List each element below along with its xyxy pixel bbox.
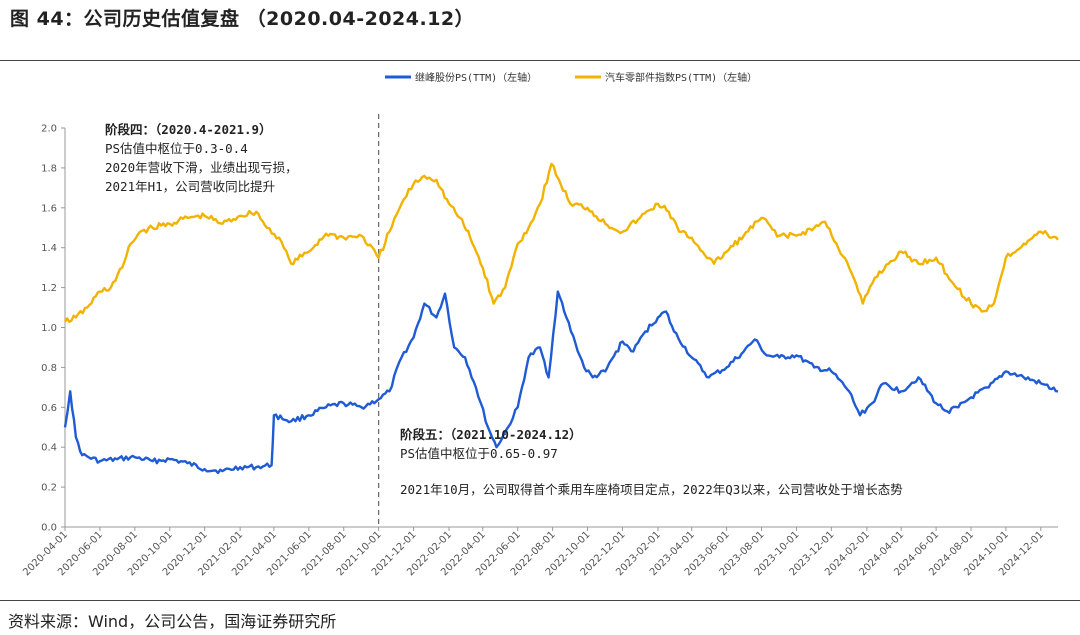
series-line-jifeng: [63, 290, 1059, 475]
annotation-stage5-line: 2021年10月，公司取得首个乘用车座椅项目定点，2022年Q3以来，公司营收处…: [400, 482, 903, 497]
y-tick-label: 1.6: [41, 203, 57, 214]
annotation-stage4-line: 2021年H1，公司营收同比提升: [105, 179, 275, 194]
y-tick-label: 1.0: [41, 323, 57, 334]
y-tick-label: 0.4: [41, 443, 57, 454]
y-tick-label: 1.4: [41, 243, 57, 254]
y-tick-label: 2.0: [41, 124, 57, 135]
series-line-auto-parts-index: [64, 162, 1059, 324]
source-note: 资料来源：Wind，公司公告，国海证券研究所: [8, 612, 337, 631]
y-tick-label: 0.8: [41, 363, 57, 374]
legend-label: 汽车零部件指数PS(TTM)（左轴）: [605, 71, 757, 84]
y-tick-label: 0.6: [41, 403, 57, 414]
legend: 继峰股份PS(TTM)（左轴） 汽车零部件指数PS(TTM)（左轴）: [385, 71, 757, 84]
annotation-stage4-line: PS估值中枢位于0.3-0.4: [105, 141, 248, 156]
annotation-stage5-line: PS估值中枢位于0.65-0.97: [400, 446, 558, 461]
annotation-stage4-line: 2020年营收下滑，业绩出现亏损，: [105, 160, 298, 175]
series-lines: [63, 162, 1059, 475]
x-axis: 2020-04-012020-06-012020-08-012020-10-01…: [21, 526, 1058, 578]
y-tick-label: 0.2: [41, 483, 57, 494]
y-axis: 0.0 0.2 0.4 0.6 0.8 1.0 1.2 1.4 1.6 1.8 2.0: [41, 124, 66, 534]
annotation-stage4-line: 阶段四：（2020.4-2021.9）: [105, 122, 272, 137]
annotations: 阶段四：（2020.4-2021.9） PS估值中枢位于0.3-0.4 2020年营…: [105, 122, 903, 497]
y-tick-label: 1.2: [41, 283, 57, 294]
ps-valuation-chart: 0.0 0.2 0.4 0.6 0.8 1.0 1.2 1.4 1.6 1.8 2.0 2020-0…: [21, 71, 1059, 578]
top-divider: [0, 60, 1080, 61]
y-tick-label: 1.8: [41, 163, 57, 174]
y-tick-label: 0.0: [41, 523, 57, 534]
annotation-stage5-line: 阶段五：（2021.10-2024.12）: [400, 427, 582, 442]
legend-label: 继峰股份PS(TTM)（左轴）: [415, 71, 537, 84]
figure-title: 图 44：公司历史估值复盘 （2020.04-2024.12）: [10, 8, 475, 30]
bottom-divider: [0, 600, 1080, 601]
